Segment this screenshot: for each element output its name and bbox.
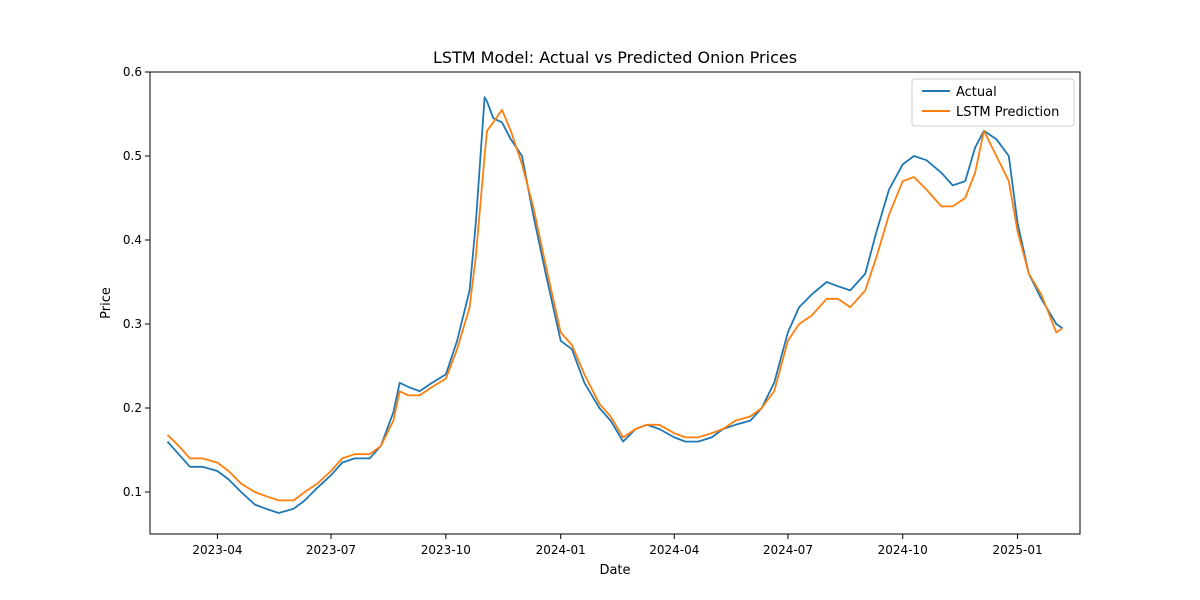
- x-axis-title: Date: [599, 563, 630, 578]
- y-tick-label: 0.3: [123, 317, 142, 331]
- x-axis: 2023-04 2023-07 2023-10 2024-01 2024-04 2024-…: [192, 534, 1043, 557]
- x-tick-label: 2025-01: [993, 543, 1043, 557]
- y-tick-label: 0.2: [123, 401, 142, 415]
- series-line-actual: [166, 96, 1064, 514]
- legend-box: [911, 78, 1075, 127]
- y-tick-label: 0.4: [123, 233, 142, 247]
- y-tick-label: 0.1: [123, 485, 142, 499]
- y-tick-label: 0.6: [123, 65, 142, 79]
- plot-area: [149, 71, 1081, 535]
- series-line-prediction: [166, 108, 1064, 502]
- chart-title: LSTM Model: Actual vs Predicted Onion Pr…: [433, 48, 797, 67]
- x-tick-label: 2023-10: [421, 543, 471, 557]
- x-tick-label: 2023-07: [306, 543, 356, 557]
- legend-label-actual: Actual: [956, 85, 997, 100]
- legend-label-prediction: LSTM Prediction: [956, 105, 1059, 120]
- x-tick-label: 2024-04: [649, 543, 699, 557]
- series-layer: [166, 96, 1064, 514]
- x-tick-label: 2023-04: [192, 543, 242, 557]
- y-axis: 0.1 0.2 0.3 0.4 0.5 0.6: [123, 65, 150, 499]
- x-tick-label: 2024-10: [878, 543, 928, 557]
- x-tick-label: 2024-01: [536, 543, 586, 557]
- plot-frame: [149, 71, 1081, 535]
- y-axis-title: Price: [99, 287, 114, 319]
- legend: Actual LSTM Prediction: [911, 78, 1075, 127]
- x-tick-label: 2024-07: [763, 543, 813, 557]
- y-tick-label: 0.5: [123, 149, 142, 163]
